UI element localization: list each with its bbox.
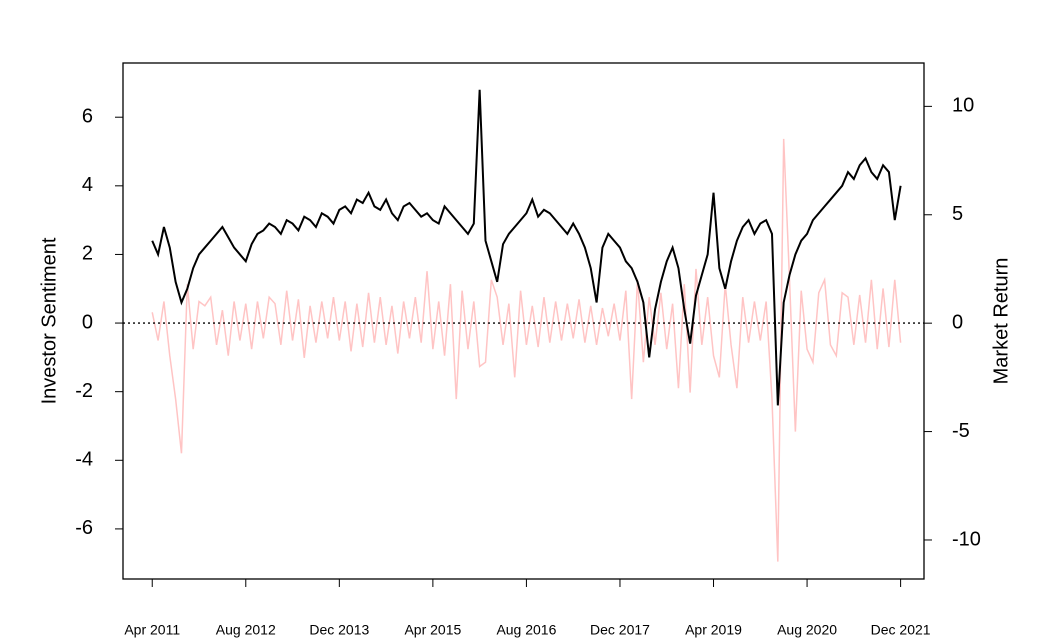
y-axis-label: Investor Sentiment [38, 237, 60, 404]
y-tick-label: 0 [82, 311, 93, 333]
y-tick-label: -6 [75, 517, 93, 539]
y2-tick-label: -10 [952, 528, 981, 550]
y-tick-label: -2 [75, 380, 93, 402]
x-tick-label: Apr 2019 [685, 622, 742, 638]
y2-tick-label: 0 [952, 311, 963, 333]
x-tick-label: Aug 2012 [216, 622, 276, 638]
y-tick-label: 4 [82, 174, 93, 196]
y-tick-label: 2 [82, 243, 93, 265]
y2-tick-label: 10 [952, 95, 974, 117]
x-tick-label: Dec 2013 [309, 622, 369, 638]
series-line [151, 138, 902, 562]
x-tick-label: Aug 2020 [777, 622, 837, 638]
y2-tick-label: -5 [952, 420, 970, 442]
x-tick-label: Dec 2017 [590, 622, 650, 638]
x-tick-label: Apr 2011 [124, 622, 180, 638]
y2-axis-label: Market Return [990, 258, 1012, 385]
x-tick-label: Dec 2021 [871, 622, 931, 638]
y-tick-label: -4 [75, 449, 93, 471]
y-tick-label: 6 [82, 105, 93, 127]
x-tick-label: Apr 2015 [404, 622, 461, 638]
y2-tick-label: 5 [952, 203, 963, 225]
series-line [151, 89, 902, 406]
x-tick-label: Aug 2016 [496, 622, 556, 638]
